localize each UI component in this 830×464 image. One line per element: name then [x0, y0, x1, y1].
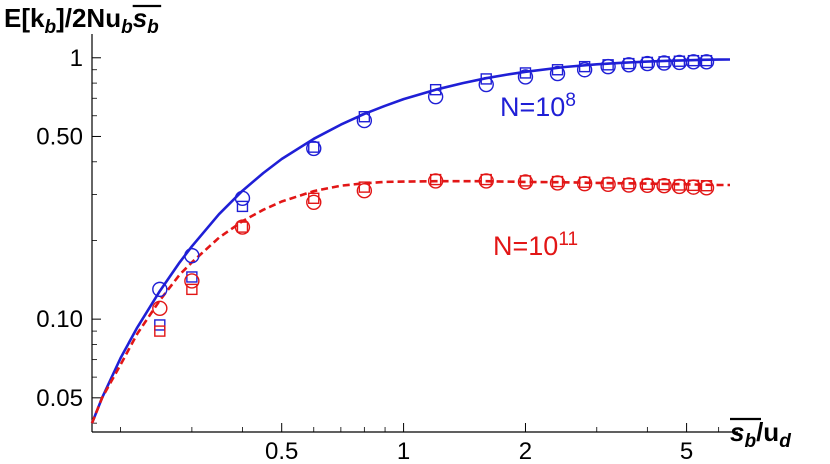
square-marker-n1e8 [687, 54, 700, 67]
circle-marker-n1e8 [478, 76, 494, 93]
circle-marker-n1e11 [234, 219, 251, 235]
square-marker-n1e11 [602, 177, 614, 189]
fit-curve-n1e8 [90, 58, 731, 424]
circle-marker-n1e8 [621, 57, 637, 73]
y-tick-label: 1 [70, 45, 83, 72]
circle-marker-n1e11 [656, 178, 672, 194]
circle-marker-n1e11 [356, 183, 373, 199]
x-tick-label: 0.5 [265, 438, 298, 464]
circle-marker-n1e11 [184, 273, 200, 289]
x-tick-label: 5 [680, 438, 693, 464]
square-marker-n1e8 [429, 83, 442, 96]
square-marker-n1e8 [602, 59, 614, 71]
x-tick-label: 1 [397, 438, 410, 464]
y-tick-label: 0.05 [36, 385, 83, 412]
circle-marker-n1e8 [356, 112, 373, 129]
series-label-n1e11: N=1011 [493, 229, 578, 261]
square-marker-n1e8 [308, 141, 320, 153]
square-marker-n1e11 [154, 325, 166, 337]
square-marker-n1e8 [658, 56, 670, 68]
square-marker-n1e11 [186, 283, 198, 296]
y-tick-label: 0.10 [36, 306, 83, 333]
circle-marker-n1e8 [656, 55, 672, 71]
circle-marker-n1e11 [152, 300, 168, 317]
square-marker-n1e11 [358, 181, 371, 193]
square-marker-n1e8 [519, 67, 532, 79]
square-marker-n1e11 [658, 178, 670, 191]
circle-marker-n1e8 [698, 54, 715, 70]
square-marker-n1e11 [236, 221, 249, 233]
square-marker-n1e8 [154, 319, 166, 331]
series-label-n1e8: N=108 [500, 90, 576, 122]
square-marker-n1e8 [578, 60, 591, 73]
circle-marker-n1e11 [639, 177, 656, 194]
square-marker-n1e11 [578, 176, 591, 188]
square-marker-n1e8 [480, 73, 492, 85]
square-marker-n1e11 [551, 175, 564, 188]
square-marker-n1e11 [429, 173, 442, 186]
square-marker-n1e11 [641, 178, 654, 191]
square-marker-n1e8 [641, 56, 654, 69]
fit-curves [90, 58, 731, 424]
square-marker-n1e8 [551, 64, 564, 76]
circle-marker-n1e8 [517, 69, 534, 85]
square-marker-n1e11 [700, 180, 713, 192]
circle-marker-n1e8 [234, 190, 251, 206]
square-marker-n1e8 [358, 111, 371, 123]
y-tick-label: 0.50 [36, 123, 83, 150]
circle-marker-n1e8 [639, 55, 656, 72]
circle-marker-n1e8 [576, 62, 593, 78]
square-marker-n1e11 [519, 175, 532, 187]
square-marker-n1e8 [623, 57, 635, 70]
square-marker-n1e8 [673, 55, 686, 67]
square-marker-n1e8 [700, 54, 713, 67]
x-tick-label: 2 [519, 438, 532, 464]
axes: 0.5 1 2 5 0.05 0.10 0.50 1 [36, 34, 738, 464]
data-markers [152, 54, 715, 337]
square-marker-n1e11 [308, 192, 320, 204]
square-marker-n1e11 [673, 179, 686, 191]
circle-marker-n1e8 [549, 65, 566, 82]
square-marker-n1e11 [480, 173, 492, 186]
circle-marker-n1e8 [306, 140, 322, 157]
circle-marker-n1e8 [152, 281, 168, 298]
circle-marker-n1e11 [517, 174, 534, 190]
circle-marker-n1e8 [427, 88, 444, 105]
x-axis-title: sb/ud [730, 417, 791, 452]
square-marker-n1e8 [236, 200, 249, 213]
circle-marker-n1e8 [685, 54, 702, 70]
square-marker-n1e11 [623, 177, 635, 190]
circle-marker-n1e8 [184, 247, 200, 264]
circle-marker-n1e11 [306, 194, 322, 210]
fit-curve-n1e11 [90, 179, 730, 424]
y-axis-title: E[kb]/2Nubsb [4, 3, 159, 38]
square-marker-n1e11 [687, 179, 700, 192]
